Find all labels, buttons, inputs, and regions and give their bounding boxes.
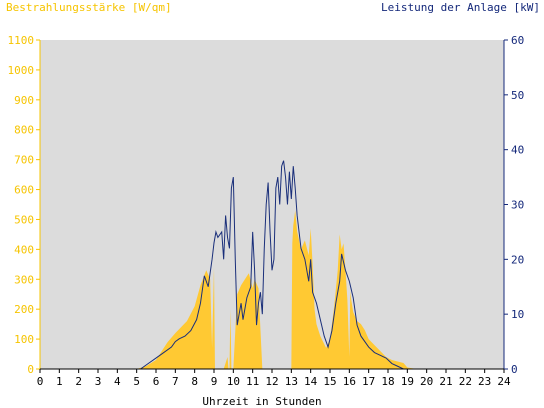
x-tick-label: 23	[478, 375, 491, 388]
left-tick-label: 800	[14, 124, 34, 137]
x-tick-label: 13	[285, 375, 298, 388]
x-tick-label: 5	[133, 375, 140, 388]
x-tick-label: 15	[323, 375, 336, 388]
left-tick-label: 500	[14, 213, 34, 226]
left-tick-label: 300	[14, 273, 34, 286]
x-tick-label: 4	[114, 375, 121, 388]
power-line-layer	[40, 160, 504, 370]
left-tick-label: 100	[14, 333, 34, 346]
x-tick-label: 8	[191, 375, 198, 388]
left-tick-label: 400	[14, 243, 34, 256]
left-tick-label: 900	[14, 94, 34, 107]
x-tick-label: 21	[439, 375, 452, 388]
right-tick-label: 10	[511, 308, 524, 321]
right-tick-label: 40	[511, 144, 524, 157]
x-tick-label: 9	[211, 375, 218, 388]
left-tick-label: 1100	[8, 34, 35, 47]
x-tick-label: 11	[246, 375, 259, 388]
x-tick-label: 2	[75, 375, 82, 388]
right-tick-label: 30	[511, 199, 524, 212]
x-tick-label: 16	[343, 375, 356, 388]
x-tick-label: 3	[95, 375, 102, 388]
x-tick-label: 14	[304, 375, 318, 388]
x-axis-label: Uhrzeit in Stunden	[202, 395, 321, 408]
x-tick-label: 22	[459, 375, 472, 388]
left-tick-label: 700	[14, 154, 34, 167]
left-axis-ticks: 0 100 200 300 400 500 600 700 800 900 1000 1100	[8, 34, 40, 376]
left-tick-label: 600	[14, 184, 34, 197]
x-tick-label: 6	[153, 375, 160, 388]
right-tick-label: 20	[511, 253, 524, 266]
plot-background	[40, 40, 504, 369]
x-tick-label: 17	[362, 375, 375, 388]
x-tick-label: 24	[497, 375, 511, 388]
right-axis-ticks: 0 10 20 30 40 50 60	[504, 34, 524, 376]
x-tick-label: 10	[227, 375, 240, 388]
x-tick-label: 12	[265, 375, 278, 388]
left-tick-label: 0	[27, 363, 34, 376]
left-tick-label: 200	[14, 303, 34, 316]
x-axis-ticks: 0 1 2 3 4 5 6 7 8 9 10 11 12 13 14 15 16 17 18 19 20 21 22 23 24	[37, 369, 511, 388]
x-tick-label: 20	[420, 375, 433, 388]
left-axis-label: Bestrahlungsstärke [W/qm]	[6, 1, 172, 14]
x-tick-label: 19	[401, 375, 414, 388]
right-axis-label: Leistung der Anlage [kW]	[381, 1, 540, 14]
x-tick-label: 18	[381, 375, 394, 388]
right-tick-label: 50	[511, 89, 524, 102]
left-tick-label: 1000	[8, 64, 35, 77]
x-tick-label: 0	[37, 375, 44, 388]
right-tick-label: 60	[511, 34, 524, 47]
x-tick-label: 1	[56, 375, 63, 388]
power-line	[40, 160, 504, 370]
x-tick-label: 7	[172, 375, 179, 388]
right-tick-label: 0	[511, 363, 518, 376]
